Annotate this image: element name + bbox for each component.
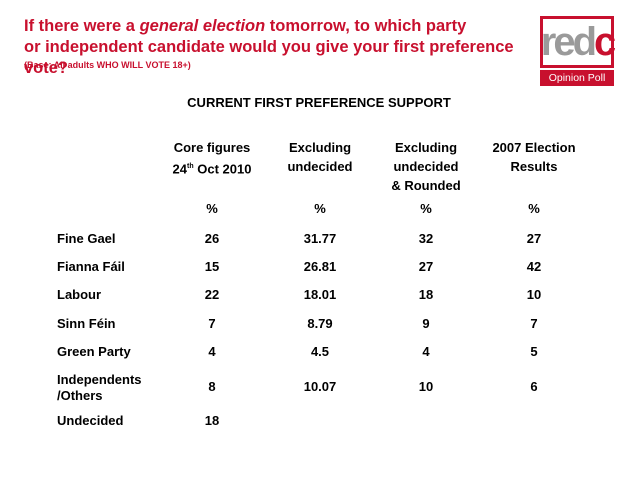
row-label: Undecided [57,413,124,428]
unit-label: % [314,201,326,216]
table-cell: 6 [530,379,538,394]
table-cell: 18 [204,413,220,428]
unit-label: % [206,201,218,216]
row-label: Fine Gael [57,231,116,246]
column-header-core-figures: Core figures 24th Oct 2010 [170,138,254,178]
row-label: Fianna Fáil [57,259,125,274]
table-cell: 8 [208,379,216,394]
table-heading: CURRENT FIRST PREFERENCE SUPPORT [0,95,638,110]
table-heading-text: CURRENT FIRST PREFERENCE SUPPORT [187,95,451,110]
table-cell: 27 [526,231,542,246]
table-cell: 9 [422,316,430,331]
table-cell: 10 [418,379,434,394]
unit-label: % [420,201,432,216]
table-cell: 22 [204,287,220,302]
logo-mark-gray: red [540,20,597,64]
table-cell: 7 [530,316,538,331]
row-label: Sinn Féin [57,316,116,331]
column-header-2007-results: 2007 Election Results [480,138,588,176]
logo-tagline: Opinion Poll [540,70,614,86]
table-cell: 27 [418,259,434,274]
logo-mark: red c [540,16,616,68]
table-cell: 18 [418,287,434,302]
column-header-line1: Core figures [173,140,251,155]
column-header-line2: 24th Oct 2010 [172,161,252,177]
column-header-line1: 2007 Election [492,140,576,155]
table-cell: 26 [204,231,220,246]
title-text-start: If there were a [24,17,140,35]
table-cell: 10 [526,287,542,302]
column-header-line1: Excluding [288,140,352,155]
table-cell: 18.01 [303,287,337,302]
table-cell: 10.07 [303,379,337,394]
table-cell: 4.5 [310,344,330,359]
table-cell: 32 [418,231,434,246]
table-cell: 42 [526,259,542,274]
unit-label: % [528,201,540,216]
table-cell: 26.81 [303,259,337,274]
title-text-italic: general election [139,17,266,35]
row-label: Green Party [57,344,131,359]
table-cell: 8.79 [307,316,333,331]
row-label: Labour [57,287,102,302]
column-header-excluding-rounded: Excluding undecided & Rounded [384,138,468,195]
column-header-line2: Results [510,159,558,174]
row-label: Independents/Others [57,372,142,403]
table-cell: 5 [530,344,538,359]
table-cell: 7 [208,316,216,331]
column-header-line3: & Rounded [391,178,461,193]
base-note: (Base: All adults WHO WILL VOTE 18+) [24,60,191,70]
title-text-line2: or independent candidate would you give … [24,38,514,77]
column-header-excluding-undecided: Excluding undecided [278,138,362,176]
logo-mark-red: c [594,20,616,64]
redc-logo: red c Opinion Poll [540,16,616,86]
column-header-line2: undecided [393,159,459,174]
title-text-end: tomorrow, to which party [265,17,467,35]
table-cell: 31.77 [303,231,337,246]
table-cell: 4 [422,344,430,359]
page-title: If there were a general election tomorro… [24,16,544,79]
table-cell: 15 [204,259,220,274]
column-header-line2: undecided [287,159,353,174]
column-header-line1: Excluding [394,140,458,155]
table-cell: 4 [208,344,216,359]
